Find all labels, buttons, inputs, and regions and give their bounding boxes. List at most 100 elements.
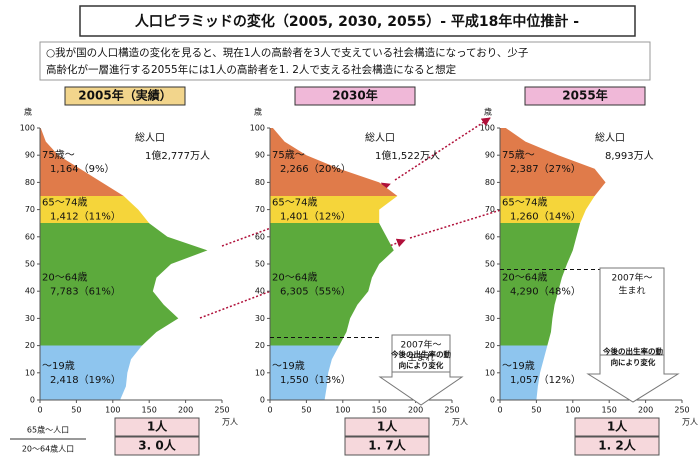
y-tick-label: 90 bbox=[25, 151, 35, 160]
x-tick-label: 0 bbox=[497, 406, 502, 415]
group-name: 65～74歳 bbox=[272, 197, 317, 209]
ratio-box bbox=[574, 417, 660, 437]
y-tick-label: 40 bbox=[25, 287, 35, 296]
y-tick-label: 20 bbox=[255, 341, 265, 350]
annotation-note: 今後の出生率の動 bbox=[602, 346, 663, 356]
annotation-text: 生まれ bbox=[407, 352, 434, 364]
ratio-box bbox=[344, 436, 430, 456]
y-tick-label: 40 bbox=[485, 287, 495, 296]
x-tick-label: 100 bbox=[335, 406, 350, 415]
x-tick-label: 50 bbox=[71, 406, 81, 415]
group-value: 1,412（11%） bbox=[50, 211, 121, 223]
x-tick-label: 0 bbox=[37, 406, 42, 415]
ratio-box bbox=[344, 417, 430, 437]
group-value: 2,266（20%） bbox=[280, 163, 351, 175]
x-tick-label: 200 bbox=[408, 406, 423, 415]
y-tick-label: 20 bbox=[25, 341, 35, 350]
x-tick-label: 50 bbox=[301, 406, 311, 415]
population-area bbox=[40, 128, 208, 400]
total-value: 1億2,777万人 bbox=[145, 149, 210, 162]
group-value: 1,401（12%） bbox=[280, 211, 351, 223]
ratio-box bbox=[574, 436, 660, 456]
y-tick-label: 50 bbox=[255, 260, 265, 269]
total-label: 総人口 bbox=[135, 131, 165, 144]
group-name: 65～74歳 bbox=[502, 197, 547, 209]
x-unit: 万人 bbox=[222, 418, 238, 427]
y-tick-label: 80 bbox=[485, 178, 495, 187]
y-tick-label: 60 bbox=[485, 232, 495, 241]
annotation-note: 向により変化 bbox=[611, 357, 656, 367]
y-tick-label: 50 bbox=[25, 260, 35, 269]
y-unit: 歳 bbox=[254, 107, 262, 117]
y-tick-label: 90 bbox=[255, 151, 265, 160]
group-name: ～19歳 bbox=[502, 360, 535, 372]
y-tick-label: 70 bbox=[25, 205, 35, 214]
y-tick-label: 10 bbox=[485, 368, 495, 377]
panel-title: 2055年 bbox=[562, 88, 607, 103]
annotation-text: 2007年～ bbox=[401, 339, 442, 351]
ratio-box bbox=[114, 436, 200, 456]
y-tick-label: 100 bbox=[250, 124, 265, 133]
annotation-text: 2007年～ bbox=[612, 272, 653, 284]
ratio-text: 1人 bbox=[377, 419, 398, 434]
x-tick-label: 200 bbox=[178, 406, 193, 415]
y-tick-label: 100 bbox=[20, 124, 35, 133]
y-tick-label: 60 bbox=[25, 232, 35, 241]
note-line: 高齢化が一層進行する2055年には1人の高齢者を1. 2人で支える社会構造になる… bbox=[46, 63, 457, 76]
annotation-box bbox=[391, 334, 451, 373]
ratio-text: 1人 bbox=[607, 419, 628, 434]
y-tick-label: 80 bbox=[255, 178, 265, 187]
x-tick-label: 250 bbox=[674, 406, 689, 415]
y-unit: 歳 bbox=[484, 107, 492, 117]
annotation-note: 今後の出生率の動 bbox=[390, 349, 451, 359]
group-name: 75歳～ bbox=[502, 149, 535, 161]
annotation-arrow bbox=[378, 371, 464, 406]
group-value: 1,164（9%） bbox=[50, 163, 115, 175]
y-tick-label: 90 bbox=[485, 151, 495, 160]
y-tick-label: 30 bbox=[485, 314, 495, 323]
y-tick-label: 0 bbox=[490, 396, 495, 405]
x-tick-label: 150 bbox=[372, 406, 387, 415]
ratio-denominator: 20～64歳人口 bbox=[22, 444, 74, 454]
y-tick-label: 10 bbox=[255, 368, 265, 377]
y-tick-label: 10 bbox=[25, 368, 35, 377]
x-tick-label: 200 bbox=[638, 406, 653, 415]
x-tick-label: 250 bbox=[214, 406, 229, 415]
ratio-numerator: 65歳～人口 bbox=[27, 425, 69, 435]
x-tick-label: 100 bbox=[565, 406, 580, 415]
group-value: 2,387（27%） bbox=[510, 163, 581, 175]
group-value: 4,290（48%） bbox=[510, 285, 581, 297]
group-name: 75歳～ bbox=[272, 149, 305, 161]
y-tick-label: 80 bbox=[25, 178, 35, 187]
slide-title: 人口ピラミッドの変化（2005, 2030, 2055）- 平成18年中位推計 … bbox=[135, 13, 579, 30]
x-unit: 万人 bbox=[452, 418, 468, 427]
population-area bbox=[270, 128, 398, 400]
annotation-note: 向により変化 bbox=[399, 360, 444, 370]
x-tick-label: 0 bbox=[267, 406, 272, 415]
ratio-text: 3. 0人 bbox=[138, 438, 176, 453]
total-value: 8,993万人 bbox=[605, 150, 654, 162]
group-name: ～19歳 bbox=[272, 360, 305, 372]
group-name: 20～64歳 bbox=[502, 271, 547, 283]
annotation-box bbox=[599, 267, 665, 356]
ratio-text: 1. 7人 bbox=[368, 438, 406, 453]
y-tick-label: 70 bbox=[255, 205, 265, 214]
total-value: 1億1,522万人 bbox=[375, 149, 440, 162]
y-tick-label: 0 bbox=[260, 396, 265, 405]
y-tick-label: 70 bbox=[485, 205, 495, 214]
x-tick-label: 100 bbox=[105, 406, 120, 415]
panel-title: 2005年（実績） bbox=[78, 88, 171, 103]
y-unit: 歳 bbox=[24, 107, 32, 117]
y-tick-label: 60 bbox=[255, 232, 265, 241]
annotation-text: 生まれ bbox=[618, 285, 645, 297]
y-tick-label: 40 bbox=[255, 287, 265, 296]
y-tick-label: 50 bbox=[485, 260, 495, 269]
group-value: 7,783（61%） bbox=[50, 285, 121, 297]
group-value: 1,260（14%） bbox=[510, 211, 581, 223]
y-tick-label: 100 bbox=[480, 124, 495, 133]
total-label: 総人口 bbox=[595, 131, 625, 144]
group-value: 6,305（55%） bbox=[280, 285, 351, 297]
ratio-text: 1人 bbox=[147, 419, 168, 434]
x-tick-label: 150 bbox=[602, 406, 617, 415]
